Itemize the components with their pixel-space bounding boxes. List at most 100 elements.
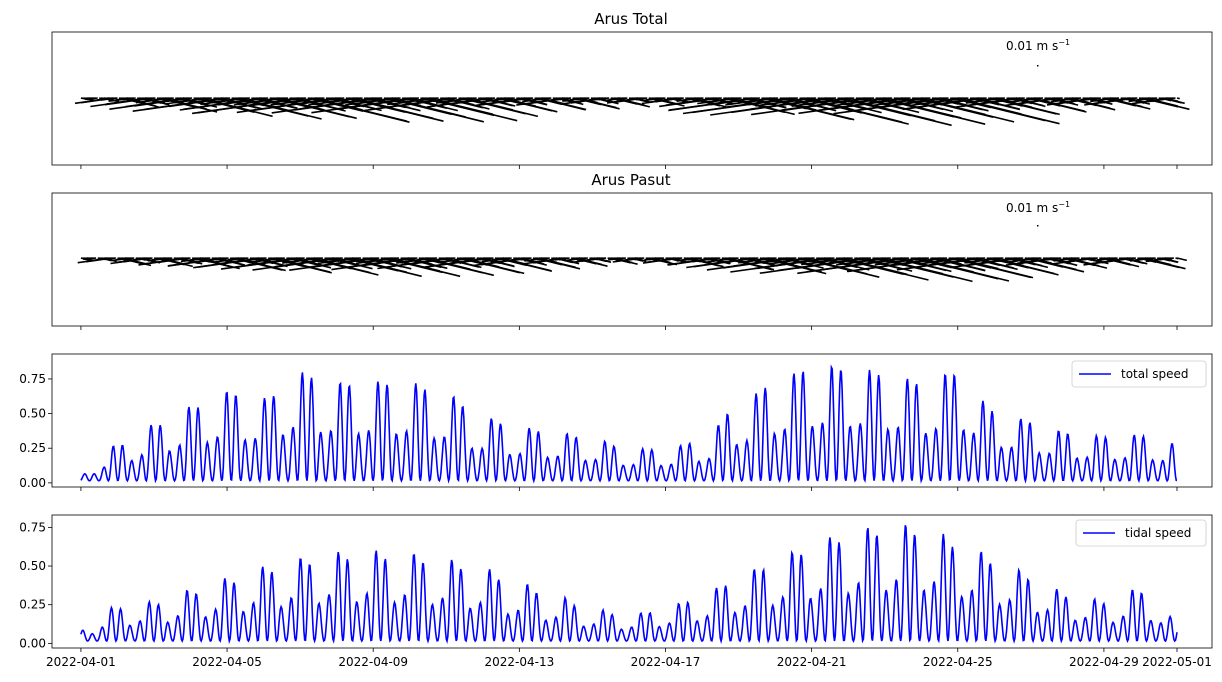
panel-title-arus-pasut: Arus Pasut [591, 171, 670, 189]
quiver-stick [545, 97, 552, 100]
y-tick-label: 0.75 [19, 372, 46, 386]
panel-arus-total: Arus Total 0.01 m s−1 [51, 10, 1213, 169]
legend-box-tidal-speed [1075, 519, 1207, 547]
quiver-stick [895, 257, 946, 266]
axes-frame-total-speed [51, 353, 1213, 488]
quiver-stick [1037, 97, 1044, 100]
quiver-stick [528, 97, 534, 100]
quiver-stick [1046, 257, 1060, 261]
quiver-stick [278, 257, 286, 260]
quiver-stick [873, 257, 890, 261]
quiver-stick [888, 97, 893, 100]
quiver-stick [715, 257, 721, 260]
quiver-key-arrow-tidal [1037, 225, 1039, 227]
quiver-stick [748, 97, 797, 106]
quiver-stick [767, 257, 796, 263]
quiver-stick [1037, 257, 1042, 260]
quiver-stick [953, 97, 968, 101]
quiver-stick [317, 257, 324, 260]
quiver-stick [712, 97, 722, 100]
quiver-stick [675, 97, 684, 100]
legend-tidal-speed: tidal speed [1075, 519, 1207, 547]
quiver-stick [1176, 257, 1187, 262]
quiver-stick [340, 97, 345, 100]
quiver-stick [233, 257, 266, 264]
y-ticks-tidal-speed: 0.00 0.25 0.50 0.75 [19, 520, 52, 650]
y-tick-label: 0.25 [19, 598, 46, 612]
panel-tidal-speed: 0.000.250.500.75 2022-04-01 2022-04-05 202… [19, 514, 1213, 669]
legend-label-tidal-speed: tidal speed [1125, 526, 1191, 540]
quiver-stick [1170, 257, 1175, 260]
quiver-stick [275, 97, 287, 101]
quiver-stick [131, 97, 136, 100]
quiver-stick [258, 97, 269, 101]
quiver-stick [1106, 97, 1118, 101]
quiver-stick [914, 257, 928, 261]
x-tick-label: 2022-04-25 [923, 655, 993, 669]
quiver-stick [195, 97, 211, 101]
quiver-stick [215, 97, 231, 101]
y-tick-label: 0.25 [19, 441, 46, 455]
quiver-stick [1176, 97, 1180, 100]
axes-frame-tidal-quiver [51, 192, 1213, 327]
quiver-stick [554, 257, 569, 261]
series-line-tidal-speed [80, 525, 1178, 645]
quiver-stick [360, 257, 380, 262]
quiver-stick [396, 97, 401, 100]
quiver-stick [993, 97, 1024, 103]
quiver-stick [948, 257, 984, 264]
quiver-stick [637, 257, 645, 260]
quiver-stick [395, 97, 420, 102]
legend-box-total-speed [1071, 360, 1207, 388]
quiver-stick [420, 97, 438, 102]
quiver-stick [710, 97, 759, 106]
quiver-stick [692, 257, 719, 263]
quiver-stick [732, 257, 739, 260]
quiver-stick [792, 97, 799, 100]
quiver-stick [1126, 97, 1138, 101]
quiver-stick [980, 257, 986, 260]
quiver-stick [315, 97, 325, 100]
x-tick-label: 2022-05-01 [1142, 655, 1212, 669]
quiver-stick [895, 257, 910, 261]
quiver-stick [1020, 97, 1025, 100]
quiver-stick [464, 97, 476, 101]
quiver-stick [506, 257, 512, 260]
panel-total-speed: 0.00 0.25 0.50 0.75 total speed [19, 353, 1213, 491]
y-ticks-total-speed: 0.00 0.25 0.50 0.75 [19, 372, 52, 490]
quiver-stick [889, 97, 911, 102]
y-tick-label: 0.00 [19, 476, 46, 490]
quiver-stick [404, 257, 418, 261]
quiver-stick [997, 257, 1004, 260]
quiver-stick [342, 257, 360, 262]
quiver-stick [411, 257, 455, 265]
quiver-key-tidal: 0.01 m s−1 [1006, 200, 1070, 227]
quiver-stick [486, 97, 496, 100]
quiver-stick [299, 97, 307, 100]
x-tick-label: 2022-04-29 [1069, 655, 1139, 669]
quiver-sticks-tidal [77, 257, 1187, 283]
quiver-stick [424, 257, 436, 261]
quiver-stick [157, 97, 173, 101]
quiver-key-arrow-total [1037, 65, 1039, 67]
quiver-stick [635, 97, 646, 101]
quiver-stick [104, 257, 115, 261]
quiver-stick [356, 97, 363, 100]
quiver-stick [383, 257, 398, 261]
quiver-key-label-tidal: 0.01 m s−1 [1006, 200, 1070, 215]
quiver-stick [794, 97, 835, 105]
quiver-stick [101, 97, 117, 101]
x-ticks-tidal-speed: 2022-04-01 2022-04-05 2022-04-09 2022-04-13… [46, 648, 1212, 669]
quiver-stick [261, 257, 267, 260]
axes-frame-total [51, 31, 1213, 166]
x-tick-label: 2022-04-09 [338, 655, 408, 669]
quiver-stick [349, 97, 381, 104]
series-line-total-speed [80, 364, 1178, 484]
quiver-stick [770, 257, 777, 260]
y-tick-label: 0.00 [19, 636, 46, 650]
x-tick-label: 2022-04-17 [631, 655, 701, 669]
quiver-stick [1084, 97, 1100, 101]
quiver-stick [503, 97, 532, 103]
x-ticks-total-speed [80, 487, 1178, 491]
